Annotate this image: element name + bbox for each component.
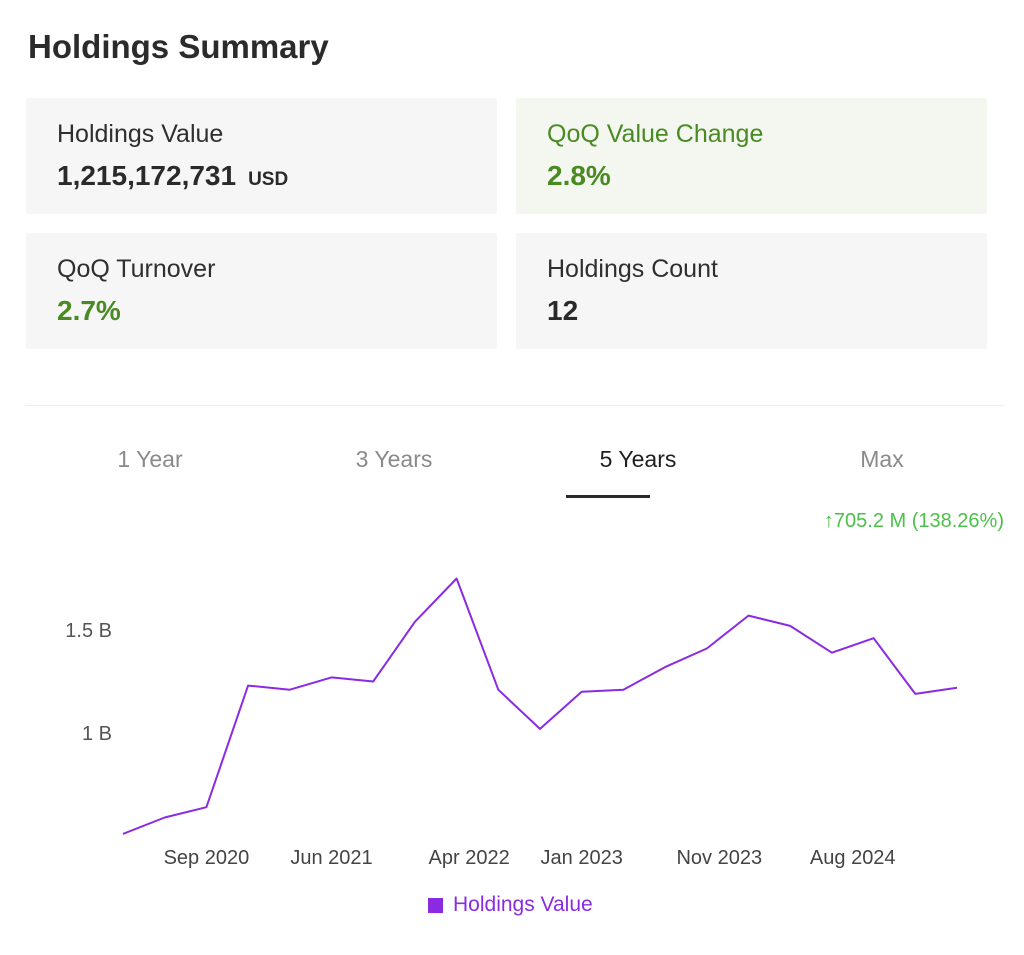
- qoq-turnover-amount: 2.7%: [57, 295, 121, 326]
- data-point[interactable]: [704, 646, 710, 652]
- holdings-value-unit: USD: [248, 169, 289, 190]
- data-point[interactable]: [162, 814, 168, 820]
- tab-1-year[interactable]: 1 Year: [117, 446, 183, 472]
- data-point[interactable]: [370, 679, 376, 685]
- data-point[interactable]: [120, 831, 126, 837]
- active-tab-indicator: [566, 495, 650, 498]
- qoq-turnover-label: QoQ Turnover: [57, 255, 216, 283]
- data-point[interactable]: [871, 635, 877, 641]
- data-point[interactable]: [454, 576, 460, 582]
- data-point[interactable]: [245, 683, 251, 689]
- data-point[interactable]: [787, 623, 793, 629]
- x-tick-label: Jan 2023: [541, 847, 623, 869]
- holdings-count-card: Holdings Count 12: [516, 233, 987, 349]
- x-tick-label: Aug 2024: [810, 847, 896, 869]
- x-tick-label: Sep 2020: [164, 847, 250, 869]
- data-point[interactable]: [495, 687, 501, 693]
- legend-swatch: [428, 897, 443, 913]
- up-arrow-icon: ↑: [823, 510, 834, 532]
- qoq-value-change-card: QoQ Value Change 2.8%: [516, 98, 987, 214]
- data-point[interactable]: [287, 687, 293, 693]
- data-point[interactable]: [829, 650, 835, 656]
- qoq-value-change-amount: 2.8%: [547, 160, 611, 191]
- data-point[interactable]: [954, 685, 960, 691]
- data-point[interactable]: [662, 664, 668, 670]
- holdings-value-line-chart: 1 B 1.5 B Sep 2020 Jun 2021 Apr 2022 Jan 2023…: [65, 576, 960, 869]
- data-point[interactable]: [412, 619, 418, 625]
- qoq-turnover-card: QoQ Turnover 2.7%: [26, 233, 497, 349]
- holdings-value-label: Holdings Value: [57, 120, 224, 148]
- y-tick-label: 1 B: [82, 723, 112, 745]
- x-tick-label: Apr 2022: [429, 847, 510, 869]
- section-divider: [26, 405, 1004, 406]
- x-tick-label: Nov 2023: [676, 847, 762, 869]
- data-point[interactable]: [329, 674, 335, 680]
- tab-3-years[interactable]: 3 Years: [355, 446, 433, 472]
- data-point[interactable]: [579, 689, 585, 695]
- holdings-value-amount: 1,215,172,731 USD: [57, 160, 288, 192]
- chart-legend[interactable]: Holdings Value: [428, 893, 593, 917]
- y-tick-label: 1.5 B: [65, 620, 112, 642]
- holdings-count-label: Holdings Count: [547, 255, 718, 283]
- period-change-text: 705.2 M (138.26%): [833, 510, 1004, 532]
- holdings-value-card: Holdings Value 1,215,172,731 USD: [26, 98, 497, 214]
- period-tabs: 1 Year 3 Years 5 Years Max: [28, 440, 1004, 500]
- data-point[interactable]: [203, 804, 209, 810]
- holdings-value-number: 1,215,172,731: [57, 160, 237, 191]
- data-point[interactable]: [746, 613, 752, 619]
- data-point[interactable]: [620, 687, 626, 693]
- series-line-holdings-value: [122, 577, 958, 835]
- holdings-count-amount: 12: [547, 295, 579, 326]
- qoq-value-change-label: QoQ Value Change: [547, 120, 764, 148]
- page-title: Holdings Summary: [28, 28, 329, 65]
- data-point[interactable]: [537, 726, 543, 732]
- legend-label-holdings-value: Holdings Value: [453, 893, 593, 916]
- x-tick-label: Jun 2021: [290, 847, 372, 869]
- data-point[interactable]: [912, 691, 918, 697]
- tab-5-years[interactable]: 5 Years: [599, 446, 677, 472]
- tab-max[interactable]: Max: [860, 446, 904, 472]
- period-change-indicator: ↑705.2 M (138.26%): [824, 510, 1004, 533]
